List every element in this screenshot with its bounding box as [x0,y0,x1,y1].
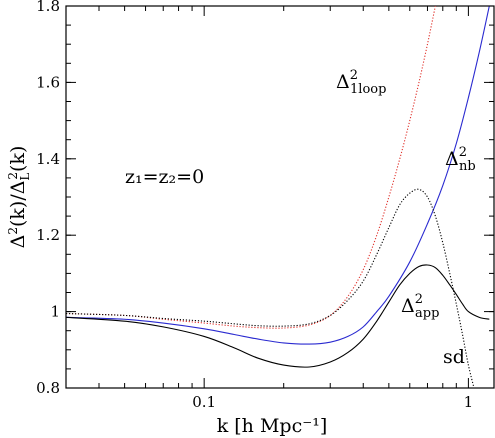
series-line-oneloop [66,6,436,329]
oneloop-label-sup: 2 [350,68,358,83]
y-tick-label: 1 [50,303,60,321]
x-axis-title: k [h Mpc⁻¹] [217,415,328,437]
x-tick-label: 0.1 [192,393,216,411]
y-axis-title-end: (k) [7,146,29,172]
y-tick-label: 1.2 [36,226,60,244]
app-label-sub: app [415,306,439,321]
series-line-sd [66,188,475,388]
y-axis-title-sup2: 2 [6,172,20,180]
series-layer [66,6,490,388]
nb-label-sub: nb [459,159,476,174]
y-tick-label: 1.6 [36,73,60,91]
y-tick-label: 1.8 [36,0,60,15]
nb-label-sup: 2 [459,145,467,160]
app-curve-label: Δ2 app [401,292,439,321]
nb-curve-label: Δ2 nb [445,145,476,174]
tick-layer: 0.8 1 1.2 1.4 1.6 1.8 0.1 1 [36,0,494,411]
series-line-nb [66,6,490,345]
y-tick-label: 0.8 [36,379,60,397]
app-label-sup: 2 [415,292,423,307]
nb-label-base: Δ [445,148,459,170]
oneloop-label-sub: 1loop [350,82,386,97]
oneloop-label-base: Δ [336,71,350,93]
y-axis-title-sub: L [18,173,32,181]
y-tick-label: 1.4 [36,150,60,168]
series-line-app [66,264,490,368]
x-tick-label: 1 [464,393,474,411]
sd-curve-label: sd [443,346,465,368]
y-axis-title-base: Δ [7,235,29,249]
plot-frame [65,5,495,389]
oneloop-curve-label: Δ2 1loop [336,68,386,97]
y-axis-title-mid: (k)/Δ [7,181,29,227]
app-label-base: Δ [401,295,415,317]
redshift-annotation: z₁=z₂=0 [125,166,204,188]
y-axis-title-sup1: 2 [6,227,20,235]
y-axis-title: Δ2(k)/ΔL2(k) [6,146,32,249]
